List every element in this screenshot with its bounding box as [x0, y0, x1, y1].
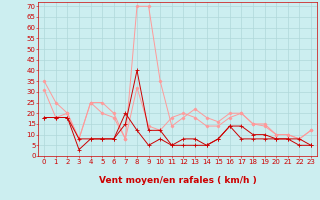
X-axis label: Vent moyen/en rafales ( km/h ): Vent moyen/en rafales ( km/h ) — [99, 176, 256, 185]
